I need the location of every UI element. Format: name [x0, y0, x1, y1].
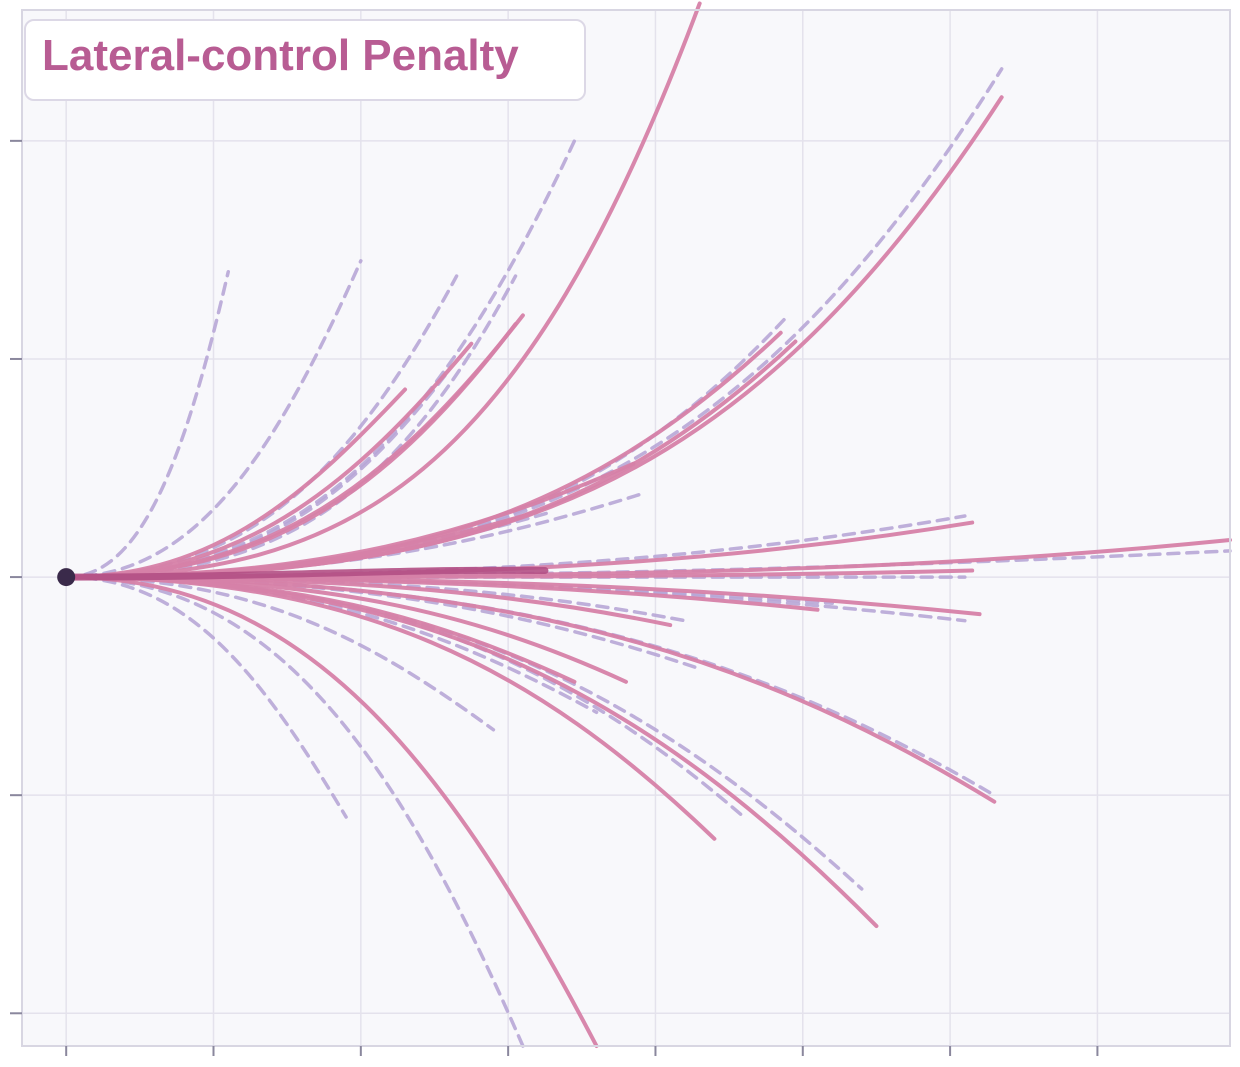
trajectory-44 — [64, 575, 879, 929]
ghost-trajectory-4 — [64, 259, 363, 579]
highlighted-trajectory — [62, 566, 549, 581]
ghost-trajectory-10 — [64, 514, 967, 579]
origin-point — [57, 568, 76, 587]
title-box: Lateral-control Penalty — [24, 19, 586, 101]
trajectories — [62, 1, 1232, 1048]
trajectory-42 — [64, 575, 997, 804]
ghost-trajectory-22 — [64, 575, 348, 819]
trajectory-31 — [64, 387, 408, 580]
ghost-trajectory-6 — [64, 139, 577, 579]
ghost-trajectory-5 — [64, 269, 230, 579]
plot-area — [22, 10, 1230, 1046]
trajectory-45 — [64, 575, 599, 1048]
chart-title: Lateral-control Penalty — [42, 31, 519, 80]
axes — [10, 9, 1231, 1056]
plot-frame — [21, 9, 1231, 1047]
ghost-trajectory-14 — [64, 575, 687, 623]
trajectory-24 — [64, 1, 702, 580]
ghost-trajectory-21 — [64, 575, 525, 1048]
